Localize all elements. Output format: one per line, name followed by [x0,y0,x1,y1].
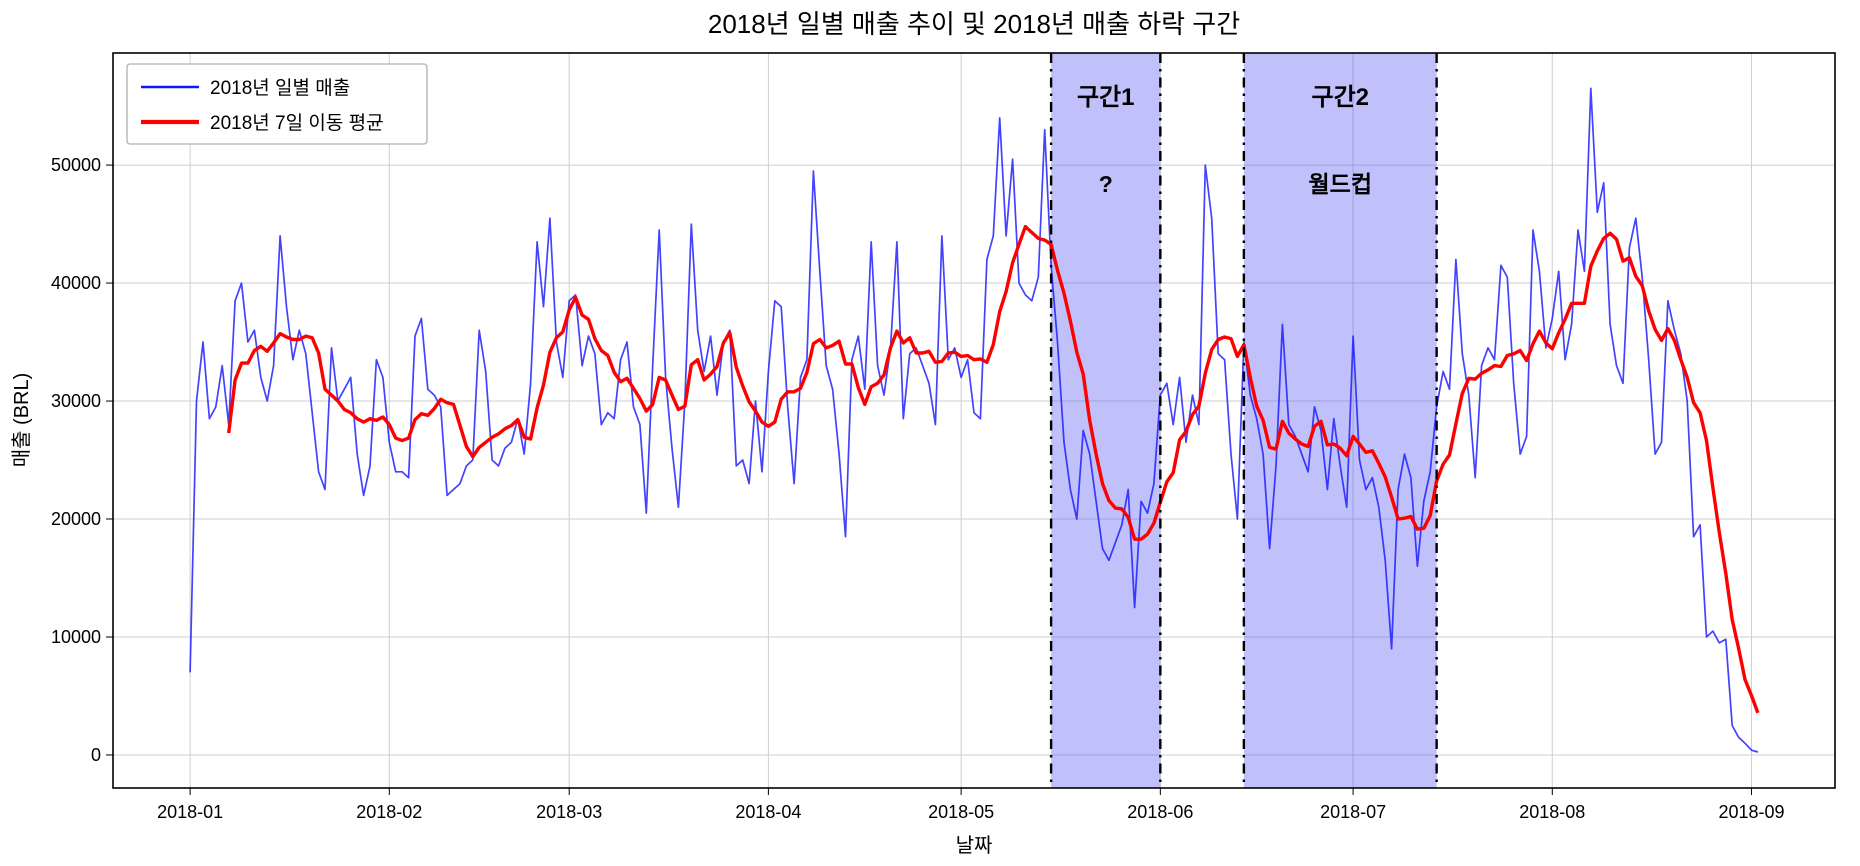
svg-text:2018-06: 2018-06 [1127,802,1193,822]
region-2-label: 구간2 [1311,84,1369,111]
svg-text:50000: 50000 [51,155,101,175]
legend-label-moving-average: 2018년 7일 이동 평균 [210,112,384,134]
x-axis-ticks: 2018-01 2018-02 2018-03 2018-04 2018-05 2018-… [157,788,1785,822]
svg-text:2018-07: 2018-07 [1320,802,1386,822]
legend: 2018년 일별 매출 2018년 7일 이동 평균 [126,63,428,145]
highlight-region-2 [1243,53,1437,788]
svg-text:20000: 20000 [51,509,101,529]
region-1-label: 구간1 [1077,84,1135,111]
highlight-region-1 [1051,53,1161,788]
moving-average-line [227,224,1760,714]
svg-text:30000: 30000 [51,391,101,411]
svg-text:10000: 10000 [51,627,101,647]
x-axis-label: 날짜 [956,834,993,857]
svg-text:2018-01: 2018-01 [157,802,223,822]
svg-text:2018-08: 2018-08 [1519,802,1585,822]
y-axis-label: 매출 (BRL) [10,373,33,468]
svg-text:2018-09: 2018-09 [1718,802,1784,822]
svg-text:2018-04: 2018-04 [735,802,801,822]
region-1-sublabel: ? [1099,171,1113,197]
svg-text:2018-05: 2018-05 [928,802,994,822]
daily-sales-line [189,87,1759,753]
svg-text:2018-02: 2018-02 [356,802,422,822]
y-axis-ticks: 0 10000 20000 30000 40000 50000 [51,155,113,765]
svg-text:0: 0 [91,745,101,765]
chart-title: 2018년 일별 매출 추이 및 2018년 매출 하락 구간 [708,9,1240,39]
region-2-sublabel: 월드컵 [1309,171,1372,197]
legend-box [126,63,428,145]
legend-label-daily: 2018년 일별 매출 [210,77,350,99]
svg-text:40000: 40000 [51,273,101,293]
axes-frame [112,52,1836,789]
svg-text:2018-03: 2018-03 [536,802,602,822]
